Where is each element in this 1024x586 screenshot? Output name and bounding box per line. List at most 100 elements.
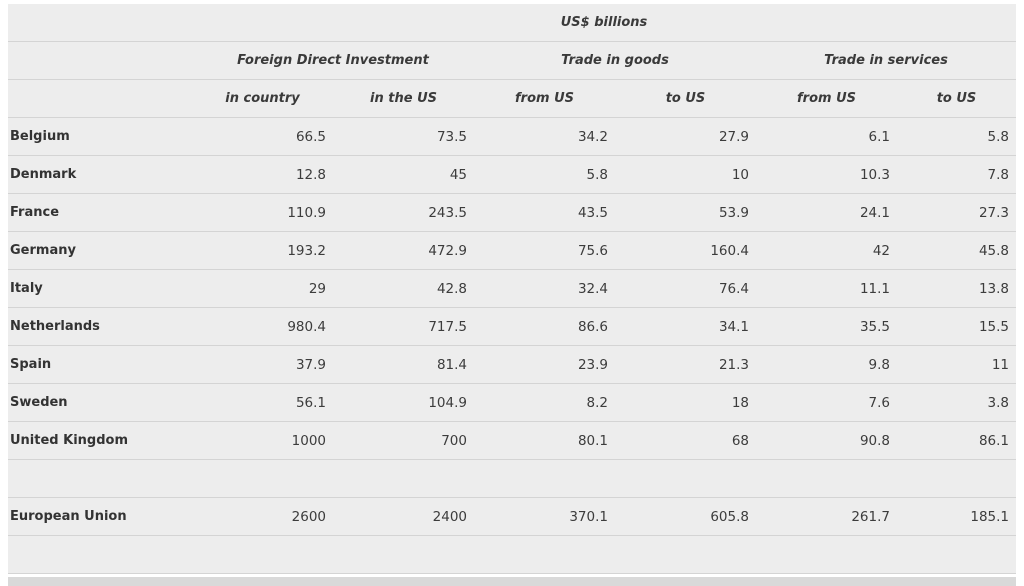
cell-goods-from-us: 370.1 [474,497,615,536]
cell-fdi-in-country: 66.5 [192,117,333,156]
cell-services-from-us: 7.6 [756,383,897,422]
cell-fdi-in-us: 73.5 [333,117,474,156]
row-label: Spain [8,345,192,384]
row-label: Netherlands [8,307,192,346]
cell-fdi-in-us: 700 [333,421,474,460]
spacer-row [8,459,1017,498]
cell-services-to-us: 11 [897,345,1017,384]
subheader-goods-to-us: to US [615,79,756,118]
table-row-netherlands: Netherlands 980.4 717.5 86.6 34.1 35.5 1… [8,307,1017,346]
cell-fdi-in-us: 104.9 [333,383,474,422]
table-row-denmark: Denmark 12.8 45 5.8 10 10.3 7.8 [8,155,1017,194]
group-header-row: Foreign Direct Investment Trade in goods… [8,41,1017,80]
cell-fdi-in-country: 980.4 [192,307,333,346]
cell-fdi-in-us: 243.5 [333,193,474,232]
us-eu-economic-table: US$ billions Foreign Direct Investment T… [8,4,1017,574]
table-row-italy: Italy 29 42.8 32.4 76.4 11.1 13.8 [8,269,1017,308]
cell-fdi-in-country: 12.8 [192,155,333,194]
table-unit-title: US$ billions [192,4,1017,42]
row-label: France [8,193,192,232]
cell-services-from-us: 6.1 [756,117,897,156]
row-label: European Union [8,497,192,536]
spacer-row [8,535,1017,574]
title-row-spacer [8,4,192,42]
cell-services-from-us: 42 [756,231,897,270]
subheader-services-from-us: from US [756,79,897,118]
cell-fdi-in-us: 717.5 [333,307,474,346]
cell-services-from-us: 35.5 [756,307,897,346]
cell-goods-to-us: 34.1 [615,307,756,346]
table-row-france: France 110.9 243.5 43.5 53.9 24.1 27.3 [8,193,1017,232]
cell-fdi-in-country: 193.2 [192,231,333,270]
cell-goods-to-us: 76.4 [615,269,756,308]
cell-services-to-us: 13.8 [897,269,1017,308]
cell-services-from-us: 9.8 [756,345,897,384]
group-row-spacer [8,41,192,80]
cell-services-from-us: 10.3 [756,155,897,194]
cell-goods-to-us: 27.9 [615,117,756,156]
cell-goods-to-us: 53.9 [615,193,756,232]
subheader-goods-from-us: from US [474,79,615,118]
cell-services-to-us: 3.8 [897,383,1017,422]
cell-goods-to-us: 605.8 [615,497,756,536]
cell-fdi-in-country: 2600 [192,497,333,536]
cell-services-to-us: 5.8 [897,117,1017,156]
row-label: Italy [8,269,192,308]
cell-goods-to-us: 68 [615,421,756,460]
us-eu-economic-table-container: US$ billions Foreign Direct Investment T… [8,4,1017,574]
cell-goods-from-us: 5.8 [474,155,615,194]
group-header-trade-services: Trade in services [756,41,1017,80]
cell-fdi-in-us: 81.4 [333,345,474,384]
cell-fdi-in-country: 1000 [192,421,333,460]
cell-services-from-us: 11.1 [756,269,897,308]
cell-fdi-in-us: 472.9 [333,231,474,270]
subheader-fdi-in-us: in the US [333,79,474,118]
table-row-united-kingdom: United Kingdom 1000 700 80.1 68 90.8 86.… [8,421,1017,460]
cell-fdi-in-us: 2400 [333,497,474,536]
cell-fdi-in-country: 37.9 [192,345,333,384]
cell-services-to-us: 86.1 [897,421,1017,460]
table-row-spain: Spain 37.9 81.4 23.9 21.3 9.8 11 [8,345,1017,384]
cell-goods-to-us: 160.4 [615,231,756,270]
spacer-cell [8,535,1017,574]
cell-goods-from-us: 32.4 [474,269,615,308]
cell-goods-from-us: 23.9 [474,345,615,384]
cell-goods-to-us: 21.3 [615,345,756,384]
cell-services-to-us: 7.8 [897,155,1017,194]
cell-goods-from-us: 75.6 [474,231,615,270]
cell-goods-from-us: 80.1 [474,421,615,460]
row-label: Sweden [8,383,192,422]
table-title-row: US$ billions [8,4,1017,42]
cell-services-from-us: 24.1 [756,193,897,232]
cell-goods-from-us: 34.2 [474,117,615,156]
cell-goods-from-us: 8.2 [474,383,615,422]
cell-fdi-in-country: 29 [192,269,333,308]
row-label: Denmark [8,155,192,194]
cell-services-to-us: 45.8 [897,231,1017,270]
cell-goods-from-us: 86.6 [474,307,615,346]
table-row-european-union: European Union 2600 2400 370.1 605.8 261… [8,497,1017,536]
cell-fdi-in-country: 56.1 [192,383,333,422]
cell-services-from-us: 90.8 [756,421,897,460]
cell-fdi-in-us: 45 [333,155,474,194]
cell-services-to-us: 27.3 [897,193,1017,232]
subheader-row-spacer [8,79,192,118]
bottom-edge-bar [8,577,1016,586]
cell-services-to-us: 185.1 [897,497,1017,536]
cell-goods-to-us: 18 [615,383,756,422]
table-row-sweden: Sweden 56.1 104.9 8.2 18 7.6 3.8 [8,383,1017,422]
table-row-germany: Germany 193.2 472.9 75.6 160.4 42 45.8 [8,231,1017,270]
row-label: Belgium [8,117,192,156]
subheader-fdi-in-country: in country [192,79,333,118]
cell-services-to-us: 15.5 [897,307,1017,346]
cell-goods-to-us: 10 [615,155,756,194]
table-row-belgium: Belgium 66.5 73.5 34.2 27.9 6.1 5.8 [8,117,1017,156]
row-label: Germany [8,231,192,270]
row-label: United Kingdom [8,421,192,460]
group-header-trade-goods: Trade in goods [474,41,756,80]
group-header-fdi: Foreign Direct Investment [192,41,474,80]
cell-services-from-us: 261.7 [756,497,897,536]
cell-fdi-in-us: 42.8 [333,269,474,308]
subheader-services-to-us: to US [897,79,1017,118]
cell-fdi-in-country: 110.9 [192,193,333,232]
